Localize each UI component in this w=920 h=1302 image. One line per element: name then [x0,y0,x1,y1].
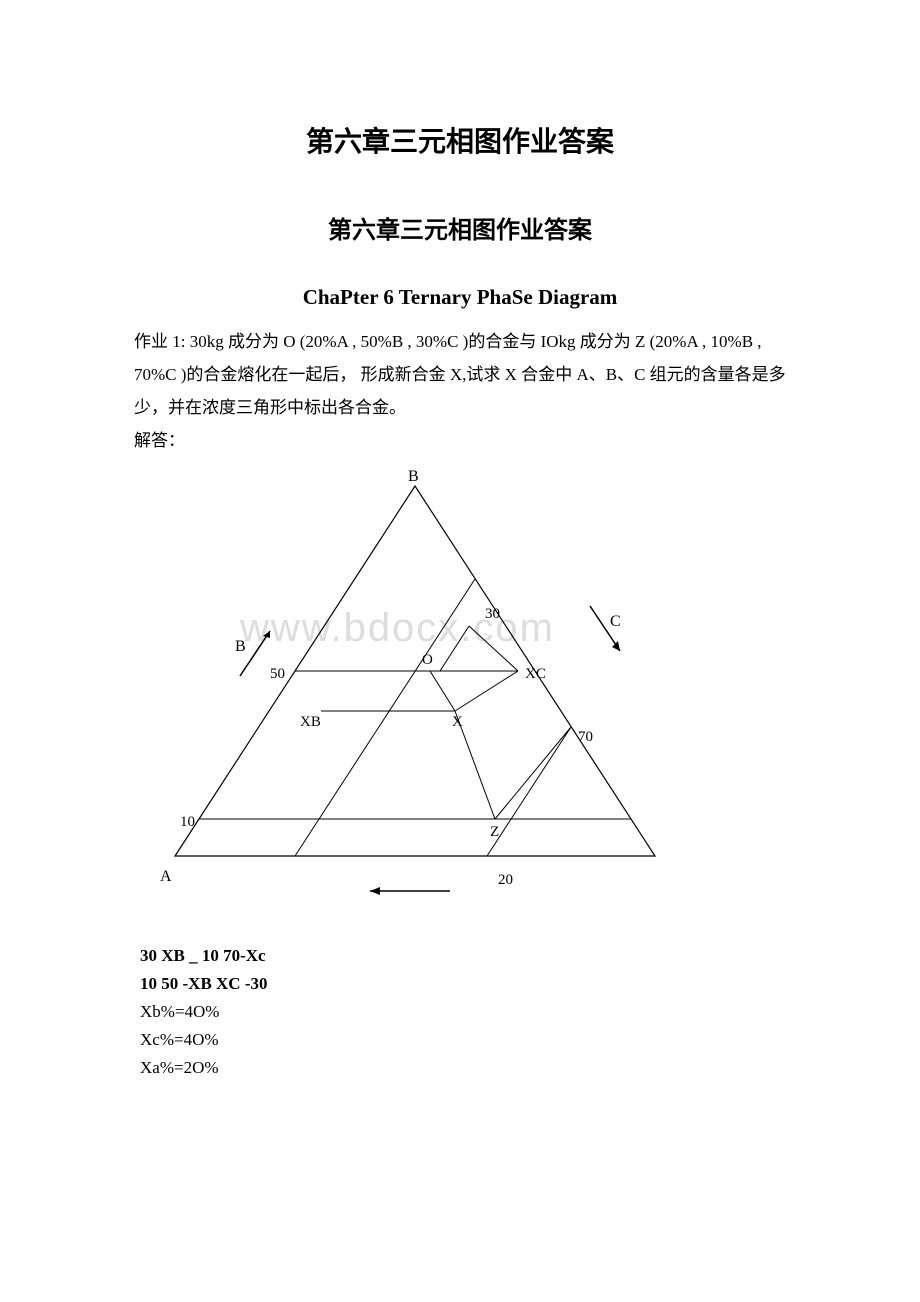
point-z-label: Z [490,824,499,840]
tick-20-label: 20 [498,872,513,888]
answer-line-2: 10 50 -XB XC -30 [140,974,820,994]
axis-b-label: B [235,638,246,655]
vertex-a-label: A [160,868,172,885]
tick-50-label: 50 [270,666,285,682]
point-x-label: X [452,714,463,730]
paragraph-2: 70%C )的合金熔化在一起后， 形成新合金 X,试求 X 合金中 A、B、C … [100,361,820,390]
english-title: ChaPter 6 Ternary PhaSe Diagram [100,285,820,310]
answer-line-1: 30 XB _ 10 70-Xc [140,946,820,966]
answer-line-5: Xa%=2O% [140,1058,820,1078]
point-o-label: O [422,652,433,668]
point-xc-label: XC [525,666,546,682]
main-title: 第六章三元相图作业答案 [100,120,820,160]
point-xb-label: XB [300,714,321,730]
paragraph-3: 少，并在浓度三角形中标出各合金。 [100,394,820,423]
answer-line-4: Xc%=4O% [140,1030,820,1050]
vertex-b-label: B [408,468,419,485]
ternary-diagram: www.bdocx.com [140,466,680,936]
paragraph-4: 解答： [100,427,820,456]
tick-10-label: 10 [180,814,195,830]
tick-30-label: 30 [485,606,500,622]
answer-line-3: Xb%=4O% [140,1002,820,1022]
tick-70-label: 70 [578,729,593,745]
axis-c-label: C [610,613,621,630]
paragraph-1: 作业 1: 30kg 成分为 O (20%A , 50%B , 30%C )的合… [100,328,820,357]
sub-title: 第六章三元相图作业答案 [100,210,820,245]
